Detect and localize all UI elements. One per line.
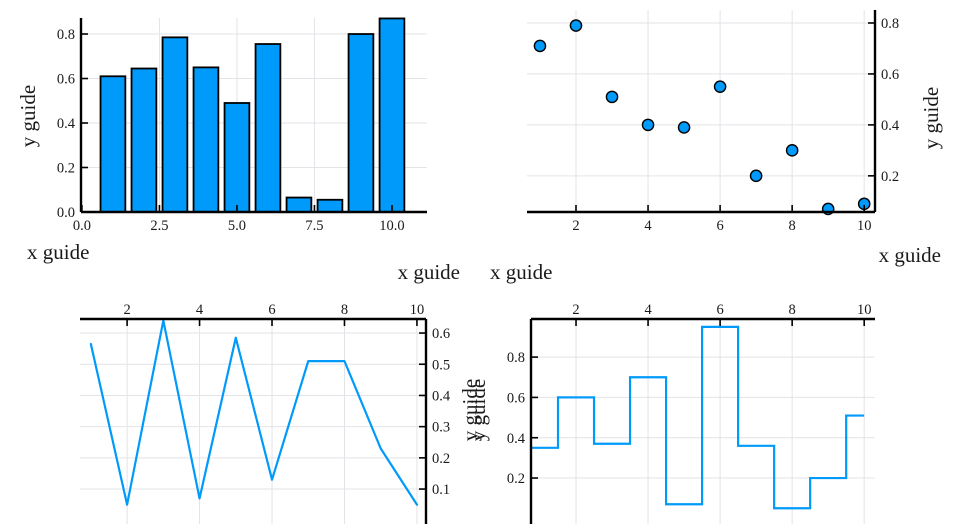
y-tick-label: 0.4 [57,116,76,132]
line-chart-panel: 2 4 6 8 10 0.1 0.2 0.3 0.4 0.5 0.6 [80,302,451,524]
scatter-x-guide-label: x guide [878,243,941,267]
x-tick-label: 4 [196,302,204,318]
bar [161,36,189,213]
step-y-guide-label: y guide [466,378,490,442]
y-tick-label: 0.8 [881,16,899,32]
scatter-point [569,19,583,32]
step-x-guide-label: x guide [490,260,553,284]
scatter-point [533,39,547,53]
y-tick-label: 0.3 [432,420,450,436]
y-tick-label: 0.2 [57,161,75,177]
bar [192,66,220,213]
y-tick-label: 0.8 [507,350,525,366]
y-tick-label: 0.6 [432,326,450,342]
scatter-y-guide-label: y guide [919,86,943,150]
x-tick-label: 2 [123,302,130,318]
x-tick-label: 4 [644,302,652,318]
line-series [89,319,419,506]
scatter-point [677,121,691,134]
x-tick-label: 10 [857,218,872,234]
bar [285,196,313,213]
y-tick-label: 0.6 [57,72,75,88]
bar [130,67,158,213]
scatter-point [641,118,655,132]
bar [378,17,406,213]
y-tick-label: 0.6 [507,390,525,406]
x-tick-label: 6 [716,218,723,234]
step-chart-panel: 2 4 6 8 10 0.2 0.4 0.6 0.8 [507,302,875,524]
x-tick-label: 2.5 [150,218,168,234]
x-tick-label: 8 [789,218,796,234]
scatter-point [785,144,799,157]
bar-chart-panel: 0.0 2.5 5.0 7.5 10.0 0.0 0.2 0.4 0.6 0.8 [57,17,427,234]
y-tick-label: 0.5 [432,357,450,373]
x-tick-label: 8 [341,302,348,318]
x-tick-label: 7.5 [305,218,323,234]
bar [254,43,282,213]
bar [223,102,251,213]
y-tick-label: 0.2 [881,169,899,185]
bar [316,198,344,213]
x-tick-label: 6 [268,302,275,318]
x-tick-label: 8 [789,302,796,318]
x-tick-label: 0.0 [73,218,91,234]
y-tick-label: 0.0 [57,205,75,221]
bar-x-guide-label: x guide [27,240,90,264]
x-tick-label: 2 [572,302,579,318]
bar [99,75,127,213]
x-tick-label: 10 [410,302,425,318]
x-tick-label: 6 [716,302,723,318]
bar-y-guide-label: y guide [16,84,40,148]
x-tick-label: 10.0 [379,218,404,234]
scatter-point [713,80,727,93]
y-tick-label: 0.4 [432,389,451,405]
x-tick-label: 4 [644,218,652,234]
x-tick-label: 10 [857,302,872,318]
line-x-guide-label: x guide [397,260,460,284]
x-tick-label: 5.0 [228,218,246,234]
bar [347,33,375,213]
y-tick-label: 0.6 [881,67,899,83]
y-tick-label: 0.1 [432,482,450,498]
step-series [531,325,865,510]
y-tick-label: 0.2 [432,451,450,467]
scatter-point [605,90,619,104]
y-tick-label: 0.2 [507,471,525,487]
scatter-point [749,169,763,183]
y-tick-label: 0.8 [57,27,75,43]
y-tick-label: 0.4 [507,431,526,447]
x-tick-label: 2 [572,218,579,234]
y-tick-label: 0.4 [881,118,900,134]
scatter-chart-panel: 2 4 6 8 10 0.2 0.4 0.6 0.8 [527,10,900,234]
